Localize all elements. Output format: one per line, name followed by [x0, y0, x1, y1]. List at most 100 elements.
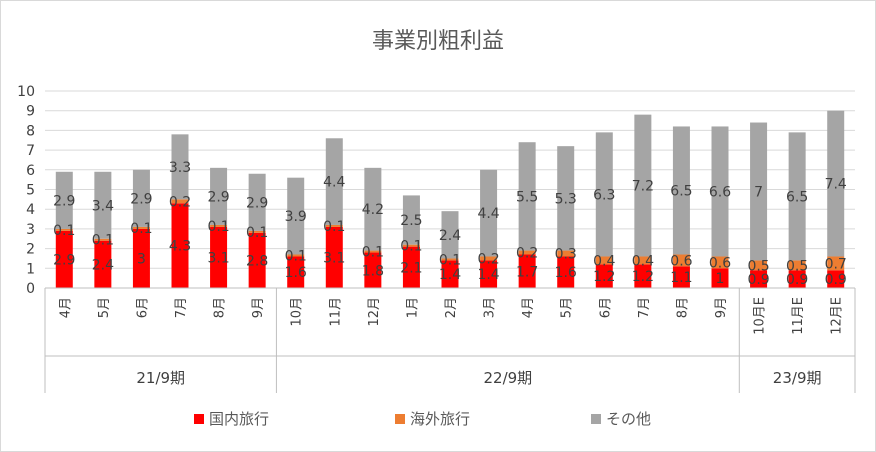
y-tick-label: 6: [26, 163, 35, 179]
bar-segment-2: [441, 258, 459, 261]
bar-segment-3: [750, 122, 768, 261]
data-label: 0.9: [786, 272, 808, 288]
bar-segment-3: [402, 195, 420, 245]
bar-segment-3: [287, 177, 305, 255]
x-tick-label: 12月: [367, 297, 382, 327]
x-tick-label: 3月: [483, 297, 498, 318]
x-tick-label: 11月E: [791, 297, 806, 335]
legend-label-1: 国内旅行: [209, 410, 269, 428]
bar-segment-3: [441, 211, 459, 259]
bar-segment-1: [132, 228, 150, 288]
data-label: 0.1: [323, 219, 345, 235]
data-label: 1.2: [593, 269, 615, 285]
data-label: 2.9: [246, 195, 268, 211]
data-label: 2.1: [400, 260, 422, 276]
data-label: 0.1: [246, 225, 268, 241]
group-label: 22/9期: [484, 369, 533, 387]
data-label: 0.6: [670, 253, 692, 269]
data-label: 1: [716, 271, 725, 287]
y-tick-label: 0: [26, 281, 35, 297]
bar-segment-2: [788, 260, 806, 271]
x-tick-label: 10月E: [753, 297, 768, 335]
data-label: 2.8: [246, 253, 268, 269]
x-tick-label: 1月: [405, 297, 420, 318]
data-label: 0.1: [92, 233, 114, 249]
x-tick-label: 5月: [560, 297, 575, 318]
bar-segment-3: [325, 138, 343, 225]
x-tick-label: 7月: [637, 297, 652, 318]
bar-segment-3: [827, 110, 845, 257]
bar-segment-3: [364, 167, 382, 251]
x-tick-label: 9月: [251, 297, 266, 318]
data-label: 2.9: [53, 252, 75, 268]
data-label: 2.9: [207, 189, 229, 205]
data-label: 0.2: [169, 194, 191, 210]
bar-segment-2: [210, 224, 228, 227]
x-tick-label: 8月: [675, 297, 690, 318]
data-label: 5.5: [516, 189, 538, 205]
bar-segment-2: [287, 254, 305, 257]
bar-segment-2: [248, 230, 266, 233]
bar-segment-2: [557, 250, 575, 257]
bar-segment-2: [750, 260, 768, 271]
bar-segment-3: [94, 171, 112, 239]
bar-segment-1: [711, 268, 729, 288]
legend-label-2: 海外旅行: [410, 410, 470, 428]
bar-segment-1: [402, 246, 420, 288]
data-label: 0.1: [362, 245, 384, 261]
data-label: 1.6: [285, 265, 307, 281]
bar-segment-2: [711, 256, 729, 269]
bar-segment-2: [132, 226, 150, 229]
bar-segment-1: [518, 254, 536, 288]
data-label: 6.5: [670, 183, 692, 199]
data-label: 1.7: [516, 264, 538, 280]
data-label: 0.1: [285, 248, 307, 264]
bar-segment-1: [287, 256, 305, 288]
data-label: 1.8: [362, 263, 384, 279]
bar-segment-3: [788, 132, 806, 261]
legend-swatch-2: [395, 414, 405, 424]
bar-segment-3: [711, 126, 729, 257]
bar-segment-3: [672, 126, 690, 255]
bar-segment-1: [364, 252, 382, 288]
x-tick-label: 6月: [598, 297, 613, 318]
bar-segment-1: [788, 270, 806, 288]
bar-segment-1: [827, 270, 845, 288]
data-label: 0.1: [53, 223, 75, 239]
data-label: 0.2: [516, 246, 538, 262]
bar-segment-1: [750, 270, 768, 288]
data-label: 6.5: [786, 189, 808, 205]
legend-swatch-3: [591, 414, 601, 424]
bar-segment-2: [325, 224, 343, 227]
data-label: 0.1: [130, 221, 152, 237]
bar-segment-2: [634, 256, 652, 265]
data-label: 7.2: [632, 179, 654, 195]
chart-title: 事業別粗利益: [372, 29, 504, 54]
data-label: 6.3: [593, 187, 615, 203]
bar-segment-1: [672, 266, 690, 288]
bar-segment-2: [364, 250, 382, 253]
data-label: 1.4: [439, 267, 461, 283]
y-tick-label: 4: [26, 202, 35, 218]
bar-segment-1: [595, 264, 613, 288]
bar-segment-3: [248, 173, 266, 231]
x-tick-label: 11月: [328, 297, 343, 327]
data-label: 0.9: [825, 272, 847, 288]
data-label: 0.5: [747, 258, 769, 274]
data-label: 4.4: [477, 206, 499, 222]
data-label: 3.1: [207, 250, 229, 266]
data-label: 0.1: [400, 239, 422, 255]
data-label: 4.3: [169, 239, 191, 255]
data-label: 3.4: [92, 198, 114, 214]
data-label: 0.5: [786, 258, 808, 274]
y-tick-label: 5: [26, 183, 35, 199]
bar-segment-1: [171, 203, 189, 288]
data-label: 1.1: [670, 270, 692, 286]
data-label: 2.5: [400, 213, 422, 229]
bar-segment-2: [827, 256, 845, 271]
bar-segment-1: [441, 260, 459, 288]
bar-segment-3: [634, 114, 652, 257]
bar-segment-2: [402, 244, 420, 247]
